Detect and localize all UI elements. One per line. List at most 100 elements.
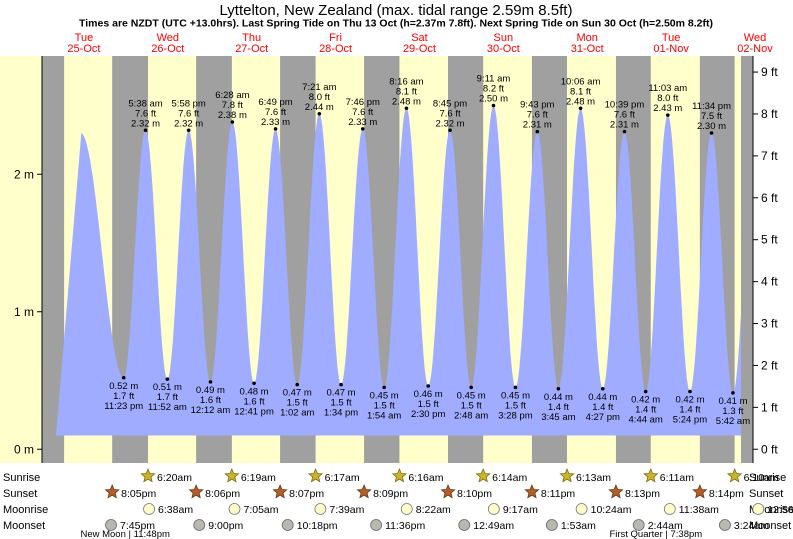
moonrise-icon: [228, 503, 241, 515]
astro-row-label-right: Sunrise: [749, 472, 786, 484]
low-tide-m: 0.45 m: [370, 390, 399, 401]
low-tide-m: 0.42 m: [631, 395, 660, 406]
astro-time: 8:13pm: [625, 488, 660, 500]
low-tide-m: 0.47 m: [327, 388, 356, 399]
high-tide-ft: 7.5 ft: [701, 111, 722, 122]
low-tide-m: 0.52 m: [109, 381, 138, 392]
low-tide-ft: 1.4 ft: [592, 402, 613, 413]
high-tide-point: [360, 127, 365, 131]
low-tide-ft: 1.4 ft: [548, 402, 569, 413]
high-tide-ft: 7.6 ft: [527, 110, 548, 121]
moonset-icon: [719, 519, 731, 531]
low-tide-m: 0.44 m: [544, 392, 573, 403]
low-tide-point: [295, 382, 300, 387]
low-tide-time: 3:45 am: [541, 412, 575, 423]
low-tide-ft: 1.7 ft: [157, 392, 178, 403]
astro-time: 2:44am: [648, 520, 683, 532]
y-right-tick-label: 7 ft: [761, 149, 778, 163]
day-of-week: Wed: [157, 32, 179, 44]
y-right-tick-label: 9 ft: [761, 65, 778, 79]
left-margin: [0, 56, 42, 463]
astro-time: 6:14am: [492, 472, 527, 484]
high-tide-ft: 7.6 ft: [178, 108, 199, 119]
sunset-icon: [356, 483, 372, 499]
low-tide-point: [121, 375, 126, 380]
high-tide-point: [186, 128, 191, 133]
sunrise-icon: [475, 467, 491, 483]
low-tide-m: 0.51 m: [153, 382, 182, 393]
low-tide-point: [426, 384, 430, 388]
high-tide-time: 7:46 pm: [346, 97, 380, 108]
low-tide-point: [469, 385, 473, 390]
chart-subtitle: Times are NZDT (UTC +13.0hrs). Last Spri…: [79, 18, 713, 30]
astro-row-label-left: Moonset: [3, 520, 45, 532]
moonrise-icon: [314, 503, 327, 515]
astro-row-label-right: Moonset: [749, 520, 791, 532]
day-date: 25-Oct: [67, 43, 100, 55]
day-of-week: Thu: [242, 32, 261, 44]
low-tide-ft: 1.5 ft: [505, 400, 526, 411]
high-tide-time: 6:49 pm: [258, 97, 292, 108]
high-tide-ft: 7.8 ft: [222, 100, 243, 111]
astro-time: 1:53am: [561, 520, 596, 532]
high-tide-m: 2.48 m: [566, 96, 595, 107]
astro-time: 11:36pm: [385, 520, 425, 532]
night-band: [42, 56, 65, 463]
high-tide-m: 2.50 m: [479, 94, 508, 105]
y-left-tick-label: 0 m: [14, 442, 34, 456]
sunset-icon: [104, 483, 120, 499]
y-right-tick-label: 6 ft: [761, 191, 778, 205]
astro-time: 6:11am: [660, 472, 694, 484]
low-tide-time: 11:52 am: [148, 402, 187, 413]
low-tide-time: 4:44 am: [629, 415, 663, 426]
high-tide-m: 2.31 m: [610, 120, 639, 131]
y-right-tick-label: 8 ft: [761, 107, 778, 121]
day-date: 29-Oct: [403, 43, 436, 55]
high-tide-point: [448, 128, 452, 133]
high-tide-time: 5:38 am: [128, 98, 162, 109]
sunset-icon: [608, 483, 624, 499]
sunset-icon: [440, 483, 456, 499]
high-tide-point: [535, 129, 540, 134]
moonset-icon: [193, 519, 206, 531]
low-tide-ft: 1.5 ft: [374, 400, 395, 411]
high-tide-time: 11:03 am: [648, 83, 687, 94]
astro-row-label-right: Sunset: [749, 488, 783, 500]
high-tide-point: [404, 106, 409, 111]
high-tide-m: 2.33 m: [261, 117, 290, 128]
tide-area: [56, 105, 741, 436]
low-tide-ft: 1.4 ft: [679, 405, 700, 416]
low-tide-ft: 1.7 ft: [113, 391, 134, 402]
high-tide-point: [230, 120, 235, 124]
astro-time: 8:07pm: [289, 488, 324, 500]
low-tide-time: 5:24 pm: [673, 415, 707, 426]
high-tide-m: 2.38 m: [218, 110, 247, 121]
moonset-icon: [632, 519, 645, 531]
moon-phase-label: New Moon | 11:48pm: [80, 529, 170, 539]
low-tide-m: 0.45 m: [457, 390, 486, 401]
y-right-tick-label: 2 ft: [761, 358, 778, 372]
high-tide-m: 2.32 m: [436, 118, 465, 129]
low-tide-ft: 1.5 ft: [331, 398, 352, 409]
astro-time: 9:00pm: [208, 520, 243, 532]
low-tide-m: 0.45 m: [501, 390, 530, 401]
low-tide-time: 4:27 pm: [586, 412, 620, 423]
day-of-week: Tue: [75, 32, 94, 44]
low-tide-point: [165, 377, 170, 381]
high-tide-point: [491, 103, 496, 108]
high-tide-point: [143, 128, 148, 133]
moonrise-icon: [487, 503, 500, 515]
astro-time: 8:06pm: [205, 488, 240, 500]
high-tide-ft: 8.0 ft: [309, 92, 330, 103]
astro-time: 11:38am: [679, 504, 719, 516]
astro-time: 7:45pm: [120, 520, 155, 532]
low-tide-ft: 1.5 ft: [418, 399, 439, 410]
sunrise-icon: [391, 467, 408, 483]
sunrise-icon: [307, 467, 324, 483]
high-tide-m: 2.30 m: [697, 121, 726, 132]
astro-time: 9:17am: [503, 504, 538, 516]
day-date: 26-Oct: [151, 43, 184, 55]
axes: 0 m 1 m 2 m 0 ft 1 ft 2 ft 3 ft 4 ft 5 ft 6 ft 7 f…: [14, 56, 778, 463]
low-tide-m: 0.49 m: [196, 385, 225, 396]
